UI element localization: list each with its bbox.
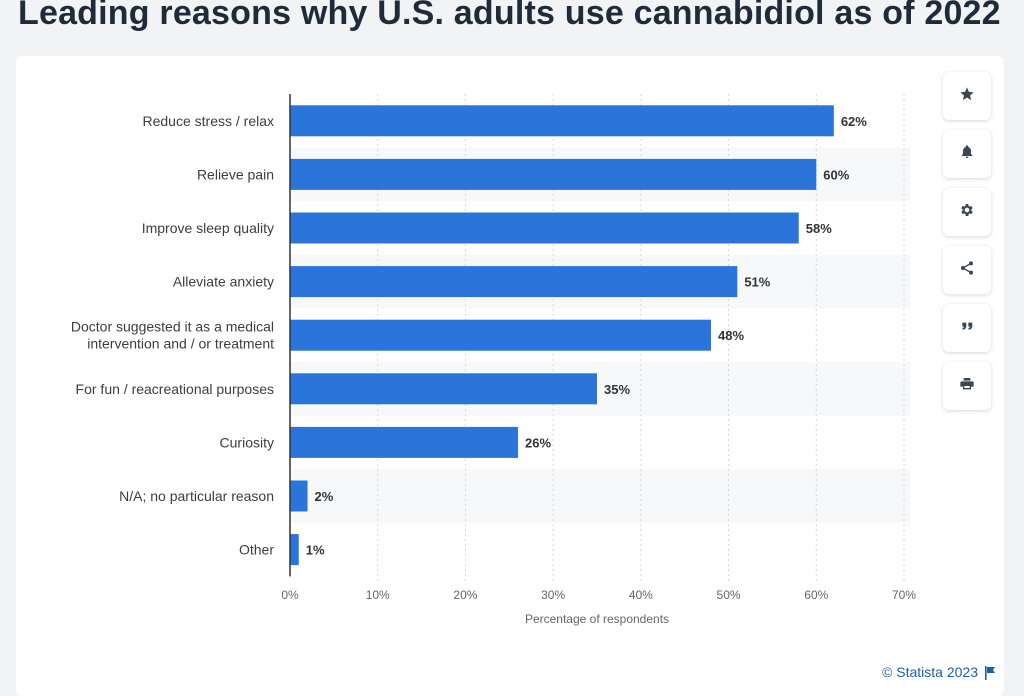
- star-icon: [959, 86, 975, 107]
- category-label: N/A; no particular reason: [119, 488, 274, 504]
- bar-value-label: 60%: [823, 167, 849, 182]
- bar-value-label: 1%: [306, 543, 325, 558]
- x-tick-label: 30%: [541, 588, 565, 602]
- settings-button[interactable]: [943, 188, 991, 236]
- bar: [290, 373, 597, 405]
- notification-button[interactable]: [943, 130, 991, 178]
- category-label: Curiosity: [220, 434, 274, 450]
- page-title: Leading reasons why U.S. adults use cann…: [18, 0, 1001, 32]
- bar-value-label: 51%: [744, 275, 770, 290]
- favorite-button[interactable]: [943, 72, 991, 120]
- bar: [290, 480, 308, 512]
- bar: [290, 158, 817, 190]
- bar-value-label: 58%: [806, 221, 832, 236]
- bar: [290, 105, 834, 137]
- bar-value-label: 62%: [841, 114, 867, 129]
- bar: [290, 319, 712, 351]
- x-axis-title: Percentage of respondents: [525, 612, 669, 626]
- quote-icon: [959, 318, 975, 339]
- statista-credit-link[interactable]: © Statista 2023: [882, 664, 978, 680]
- print-button[interactable]: [943, 362, 991, 410]
- flag-icon[interactable]: [984, 666, 996, 680]
- x-tick-label: 50%: [717, 588, 741, 602]
- bar: [290, 266, 738, 298]
- category-label: Reduce stress / relax: [143, 113, 275, 129]
- x-tick-label: 60%: [804, 588, 828, 602]
- category-label: Other: [239, 542, 274, 558]
- bar-value-label: 35%: [604, 382, 630, 397]
- bar-value-label: 48%: [718, 328, 744, 343]
- bar: [290, 534, 299, 566]
- bar: [290, 212, 799, 244]
- share-icon: [959, 260, 975, 281]
- bar: [290, 426, 519, 458]
- printer-icon: [959, 376, 975, 397]
- bar-chart: 62% Reduce stress / relax 60% Relieve pain 5…: [71, 94, 916, 626]
- category-label: For fun / reacreational purposes: [76, 381, 274, 397]
- x-tick-label: 70%: [892, 588, 916, 602]
- cite-button[interactable]: [943, 304, 991, 352]
- x-tick-label: 10%: [366, 588, 390, 602]
- category-label: Alleviate anxiety: [173, 274, 274, 290]
- row-band: [290, 469, 910, 523]
- category-label: Doctor suggested it as a medical interven…: [71, 319, 274, 352]
- share-button[interactable]: [943, 246, 991, 294]
- category-label: Relieve pain: [197, 166, 274, 182]
- bar-value-label: 26%: [525, 435, 551, 450]
- x-tick-label: 0%: [281, 588, 299, 602]
- x-tick-label: 40%: [629, 588, 653, 602]
- bar-value-label: 2%: [315, 489, 334, 504]
- chart-card: 62% Reduce stress / relax 60% Relieve pain 5…: [16, 56, 1004, 696]
- x-tick-label: 20%: [453, 588, 477, 602]
- gear-icon: [959, 202, 975, 223]
- bell-icon: [959, 144, 975, 165]
- category-label: Improve sleep quality: [142, 220, 274, 236]
